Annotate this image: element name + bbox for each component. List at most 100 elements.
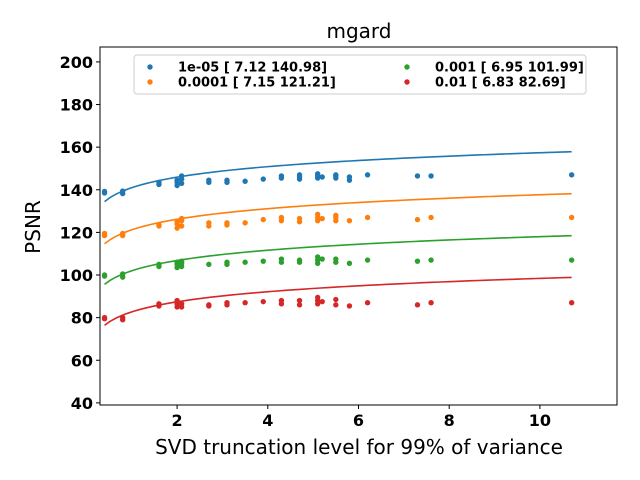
data-point-0-8	[174, 177, 180, 183]
data-point-0-13	[206, 177, 212, 183]
y-tick-label-160: 160	[60, 138, 93, 157]
data-point-3-8	[174, 297, 180, 304]
data-point-3-10	[178, 301, 185, 307]
data-point-3-31	[568, 300, 575, 306]
legend-label-2: 0.001 [ 6.95 101.99]	[435, 61, 584, 76]
data-point-3-30	[428, 300, 434, 306]
data-point-3-25	[333, 302, 339, 308]
legend: 1e-05 [ 7.12 140.98]0.0001 [ 7.15 121.21…	[133, 54, 587, 95]
data-point-1-28	[333, 212, 339, 219]
legend-box	[133, 54, 587, 95]
data-point-0-35	[568, 172, 575, 178]
y-tick-label-80: 80	[71, 309, 93, 328]
legend-label-1: 0.0001 [ 7.15 121.21]	[178, 76, 336, 91]
data-point-3-12	[206, 302, 212, 308]
y-tick-label-180: 180	[60, 96, 93, 115]
data-point-0-31	[346, 174, 353, 180]
data-point-1-33	[568, 214, 575, 221]
legend-marker-0	[147, 64, 153, 70]
data-point-3-3	[119, 314, 126, 321]
y-axis-label: PSNR	[21, 200, 45, 254]
data-point-2-26	[333, 256, 339, 262]
data-point-3-14	[224, 300, 230, 306]
data-point-2-16	[260, 258, 266, 264]
y-tick-label-200: 200	[60, 53, 93, 72]
data-point-0-26	[319, 174, 325, 180]
data-point-3-23	[314, 294, 321, 301]
x-tick-label-6: 6	[353, 411, 364, 430]
data-point-2-5	[156, 261, 162, 268]
data-point-1-24	[314, 211, 321, 217]
chart-title: mgard	[327, 19, 392, 43]
legend-marker-3	[404, 79, 410, 85]
data-point-1-9	[178, 223, 185, 229]
x-tick-label-4: 4	[262, 411, 273, 430]
data-point-2-24	[319, 256, 325, 262]
y-tick-label-140: 140	[60, 181, 93, 200]
x-tick-label-8: 8	[444, 411, 455, 430]
legend-label-3: 0.01 [ 6.83 82.69]	[435, 76, 566, 91]
x-tick-label-2: 2	[172, 411, 183, 430]
y-tick-label-120: 120	[60, 223, 93, 242]
data-point-1-13	[206, 220, 212, 226]
data-point-3-1	[101, 314, 108, 321]
data-point-3-28	[364, 300, 371, 306]
data-point-1-11	[178, 215, 185, 222]
data-point-1-16	[242, 220, 248, 226]
x-axis-label: SVD truncation level for 99% of variance	[155, 435, 563, 459]
data-point-3-29	[414, 302, 421, 308]
data-point-3-16	[260, 298, 266, 305]
legend-label-0: 1e-05 [ 7.12 140.98]	[178, 61, 327, 76]
data-point-0-34	[428, 173, 434, 179]
data-point-0-19	[278, 173, 285, 179]
data-point-3-19	[296, 302, 303, 308]
data-point-2-3	[119, 271, 126, 277]
legend-marker-2	[404, 64, 410, 70]
data-point-2-14	[224, 259, 230, 265]
data-point-0-5	[156, 179, 162, 186]
data-point-1-5	[156, 222, 162, 228]
data-point-0-3	[119, 188, 126, 194]
y-tick-label-60: 60	[71, 351, 93, 370]
x-tick-label-10: 10	[529, 411, 551, 430]
data-point-2-31	[568, 257, 575, 263]
data-point-1-3	[119, 230, 126, 237]
data-point-2-30	[428, 257, 434, 263]
data-point-0-9	[178, 180, 185, 187]
plot-area	[101, 150, 575, 326]
data-point-0-25	[314, 171, 321, 177]
data-point-3-24	[319, 298, 325, 305]
data-point-0-15	[224, 177, 230, 183]
data-point-2-8	[174, 259, 180, 265]
data-point-1-21	[296, 215, 303, 222]
data-point-1-30	[364, 214, 371, 221]
data-point-2-12	[206, 261, 212, 268]
data-point-2-18	[278, 256, 285, 262]
data-point-3-27	[346, 303, 353, 309]
data-point-1-6	[174, 225, 180, 231]
data-point-2-15	[242, 259, 248, 265]
data-point-1-19	[278, 214, 285, 221]
data-point-0-22	[296, 172, 303, 178]
fit-curve-3	[104, 276, 572, 326]
data-point-2-11	[178, 258, 185, 264]
data-point-1-29	[346, 217, 353, 224]
data-point-1-1	[101, 230, 108, 237]
data-point-1-8	[174, 219, 180, 225]
data-point-1-25	[319, 215, 325, 222]
legend-marker-1	[147, 79, 153, 85]
y-tick-label-40: 40	[71, 394, 93, 413]
data-point-3-26	[333, 296, 339, 303]
data-point-2-20	[296, 257, 303, 263]
data-point-2-27	[346, 260, 353, 266]
axes: 2 4 6 8 10 40 60 80 100 120 140 160 180 200	[60, 46, 618, 430]
data-point-0-32	[364, 172, 371, 178]
data-point-0-16	[242, 178, 248, 184]
data-point-0-33	[414, 173, 421, 179]
data-point-0-11	[178, 173, 185, 179]
data-point-3-15	[242, 300, 248, 306]
data-point-2-23	[314, 254, 321, 260]
data-point-3-20	[296, 297, 303, 304]
